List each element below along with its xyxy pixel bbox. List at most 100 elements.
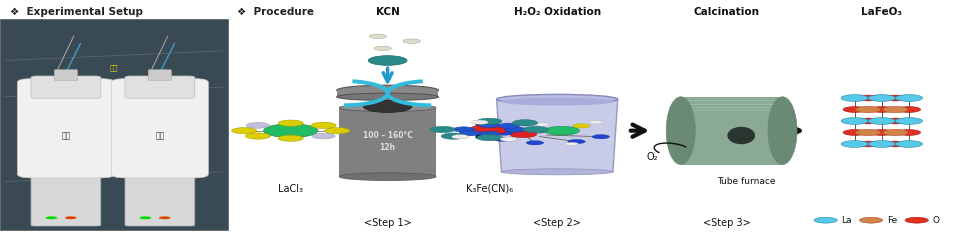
Circle shape [841,118,868,124]
Circle shape [403,39,421,43]
Text: LaCl₃: LaCl₃ [278,184,303,194]
Circle shape [477,135,502,141]
Ellipse shape [500,98,614,106]
Bar [0,19,228,230]
FancyBboxPatch shape [125,76,195,98]
Circle shape [883,129,908,136]
Text: 합성: 합성 [155,131,165,140]
Circle shape [369,34,387,38]
Circle shape [523,126,548,133]
Circle shape [884,95,907,101]
Circle shape [526,141,544,145]
Circle shape [140,216,151,219]
Ellipse shape [339,104,436,112]
Circle shape [500,137,517,141]
Ellipse shape [336,85,438,95]
Circle shape [159,216,171,219]
Circle shape [573,124,590,128]
Ellipse shape [767,97,797,165]
Circle shape [502,127,516,130]
Circle shape [883,106,908,113]
Ellipse shape [339,173,436,181]
Circle shape [245,133,270,139]
Text: KCN: KCN [376,7,399,17]
Circle shape [857,141,880,147]
Circle shape [232,128,257,134]
Circle shape [592,135,610,139]
Circle shape [441,133,466,139]
Text: 100 – 160°C
12h: 100 – 160°C 12h [362,131,413,152]
Text: H₂O₂ Oxidation: H₂O₂ Oxidation [514,7,601,17]
Circle shape [895,95,922,101]
Polygon shape [496,99,618,172]
Circle shape [510,131,537,138]
Circle shape [325,128,350,134]
Circle shape [897,106,921,112]
Circle shape [856,129,881,136]
FancyBboxPatch shape [54,70,78,80]
Circle shape [860,217,883,223]
Circle shape [479,122,500,128]
Circle shape [516,122,530,125]
Ellipse shape [728,127,755,144]
Circle shape [870,130,893,136]
FancyBboxPatch shape [111,79,208,178]
Circle shape [857,118,880,124]
Circle shape [536,123,549,126]
Circle shape [368,56,407,65]
Circle shape [905,217,928,223]
Circle shape [459,130,481,136]
Circle shape [814,217,837,223]
Text: ❖  Experimental Setup: ❖ Experimental Setup [10,7,142,17]
Circle shape [843,106,866,112]
Circle shape [278,120,303,126]
Circle shape [856,106,881,113]
Circle shape [479,131,500,137]
Circle shape [897,130,921,136]
Circle shape [841,95,868,101]
Circle shape [895,141,922,147]
Circle shape [470,125,509,134]
Circle shape [857,95,880,101]
Circle shape [895,118,922,124]
Text: La: La [841,216,852,225]
Circle shape [46,216,57,219]
Text: Tube furnace: Tube furnace [717,177,775,186]
Bar [337,90,438,97]
Circle shape [430,126,455,133]
Circle shape [589,121,603,124]
Circle shape [363,100,412,113]
Circle shape [545,126,579,135]
Ellipse shape [502,169,612,175]
Circle shape [870,106,893,112]
Circle shape [868,118,895,124]
FancyBboxPatch shape [125,164,195,226]
Circle shape [493,137,511,141]
Circle shape [568,139,585,144]
Ellipse shape [496,94,618,104]
Circle shape [513,120,538,126]
Circle shape [884,141,907,147]
Text: ❖  Procedure: ❖ Procedure [237,7,314,17]
Circle shape [278,135,303,141]
Ellipse shape [336,93,438,100]
Circle shape [565,142,578,146]
FancyBboxPatch shape [17,79,114,178]
Circle shape [65,216,77,219]
Bar [339,108,436,177]
Circle shape [884,118,907,124]
Circle shape [868,95,895,101]
Circle shape [246,122,269,128]
Text: Calcination: Calcination [694,7,760,17]
Ellipse shape [667,97,695,165]
Circle shape [312,133,335,139]
Circle shape [841,141,868,147]
Circle shape [495,131,513,135]
Circle shape [504,127,525,132]
Circle shape [498,123,519,129]
FancyBboxPatch shape [148,70,172,80]
Circle shape [453,127,475,132]
Text: <Step 2>: <Step 2> [533,218,581,228]
Circle shape [374,46,391,51]
Circle shape [471,120,488,124]
